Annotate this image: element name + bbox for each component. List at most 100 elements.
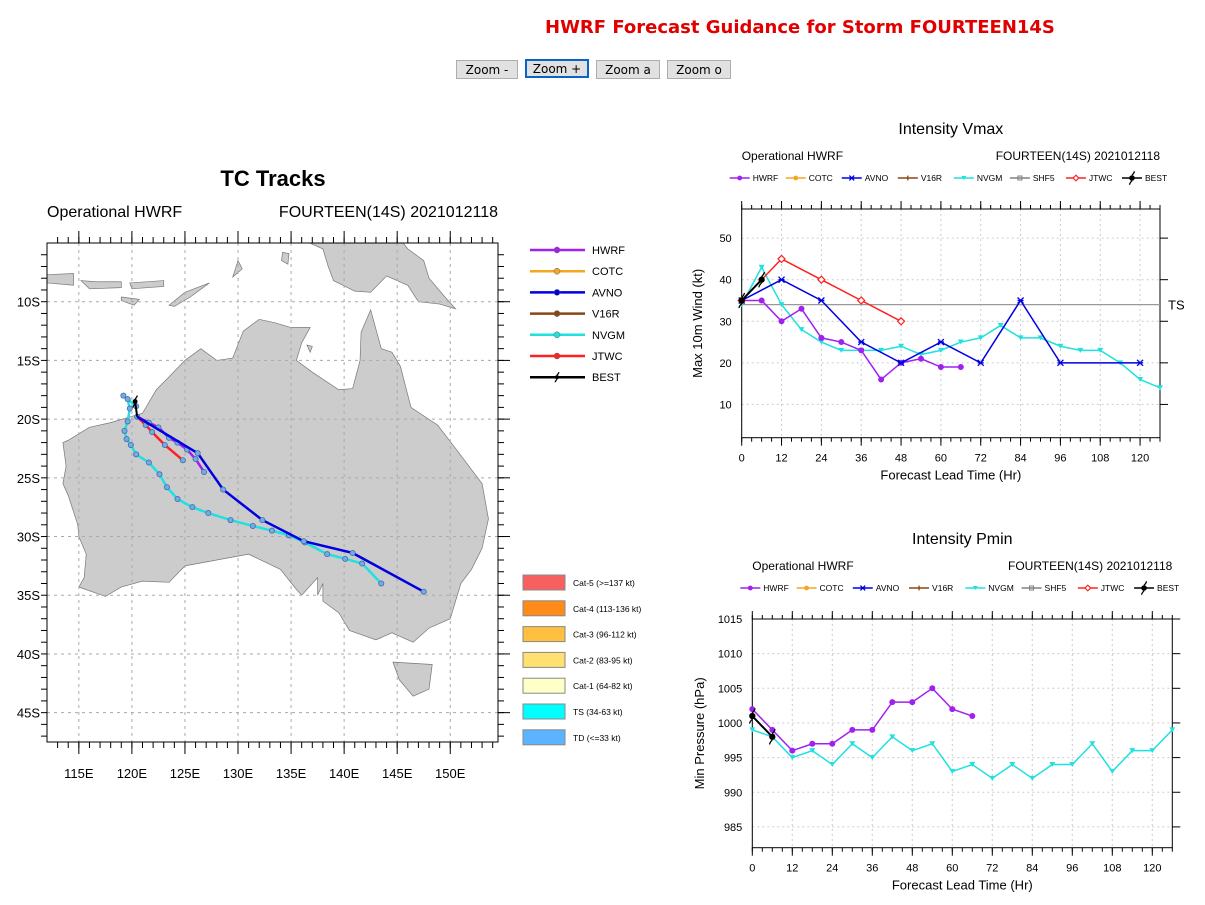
lon-tick-label: 115E (64, 766, 94, 781)
category-label: Cat-5 (>=137 kt) (573, 578, 635, 588)
hurricane-symbol-tail (554, 372, 560, 383)
track-point-jtwc (161, 441, 168, 448)
category-swatch (522, 677, 566, 694)
legend-label: SHF5 (1045, 583, 1067, 593)
legend-label: NVGM (988, 583, 1014, 593)
legend-label: V16R (592, 309, 620, 321)
y-axis-label: Max 10m Wind (kt) (690, 269, 705, 378)
x-tick-label: 48 (895, 453, 907, 465)
marker-nvgm (1109, 768, 1116, 774)
marker-avno (1056, 359, 1064, 367)
track-point-nvgm (174, 495, 181, 502)
lon-tick-label: 140E (329, 766, 360, 781)
zoom-in-button[interactable]: Zoom + (525, 59, 589, 78)
track-point-avno (259, 517, 266, 524)
track-point-avno (220, 486, 227, 493)
x-tick-label: 120 (1131, 453, 1149, 465)
x-tick-label: 48 (906, 863, 918, 875)
marker-avno (977, 359, 985, 367)
sumba-landmass (120, 296, 141, 306)
hurricane-symbol-tail (768, 729, 776, 745)
marker-avno (848, 175, 855, 181)
track-point-nvgm (342, 555, 349, 562)
track-point-nvgm (127, 441, 134, 448)
series-line-nvgm (752, 729, 1173, 780)
y-tick-label: 10 (719, 399, 731, 411)
marker-avno (817, 297, 825, 304)
timor-landmass (168, 282, 210, 307)
track-point-nvgm (205, 510, 212, 517)
hurricane-symbol-icon (132, 399, 138, 404)
legend-marker (553, 289, 561, 296)
category-label: Cat-2 (83-95 kt) (573, 655, 633, 665)
zoom-a-button[interactable]: Zoom a (596, 60, 660, 79)
marker-hwrf (909, 699, 916, 706)
zoom-o-button[interactable]: Zoom o (667, 60, 731, 79)
australia-landmass (62, 308, 489, 643)
zoom-out-button[interactable]: Zoom - (456, 60, 518, 79)
java-landmass (47, 273, 74, 286)
marker-nvgm (758, 264, 765, 270)
track-point-nvgm (249, 522, 256, 529)
hurricane-symbol-icon (769, 733, 776, 740)
marker-nvgm (898, 343, 905, 349)
marker-hwrf (937, 364, 944, 371)
marker-nvgm (1129, 748, 1136, 754)
intensity-vmax-chart: Intensity Vmax Operational HWRF FOURTEEN(1… (690, 121, 1185, 483)
track-point-nvgm (324, 551, 331, 558)
series-line-avno (741, 278, 1141, 364)
marker-jtwc (1072, 174, 1080, 182)
track-point-nvgm (145, 459, 152, 466)
marker-hwrf (829, 740, 836, 747)
lat-tick-label: 40S (17, 647, 40, 662)
page-title: HWRF Forecast Guidance for Storm FOURTEE… (545, 17, 1055, 38)
marker-nvgm (838, 347, 845, 353)
lat-tick-label: 10S (17, 295, 40, 310)
marker-cotc (793, 175, 799, 181)
hurricane-symbol-tail (758, 271, 765, 288)
ts-threshold-label: TS (1168, 298, 1185, 313)
marker-avno (897, 359, 905, 367)
hurricane-symbol-icon (758, 276, 765, 283)
legend-label: BEST (1145, 173, 1167, 183)
y-tick-label: 1005 (718, 683, 742, 695)
x-tick-label: 108 (1091, 453, 1109, 465)
y-axis-label: Min Pressure (hPa) (692, 677, 707, 789)
legend-marker (553, 310, 561, 317)
tasmania-landmass (392, 661, 433, 697)
hurricane-symbol-icon (749, 712, 756, 720)
marker-shf5 (1017, 175, 1023, 181)
hurricane-symbol-icon (1141, 585, 1147, 591)
marker-hwrf (917, 355, 924, 362)
y-tick-label: 1010 (718, 649, 742, 661)
legend-label: COTC (809, 173, 833, 183)
marker-jtwc (777, 254, 786, 264)
x-tick-label: 0 (739, 453, 745, 465)
track-point-jtwc (149, 429, 156, 436)
legend-label: AVNO (876, 583, 900, 593)
hurricane-symbol-tail (748, 708, 756, 724)
marker-hwrf (869, 726, 876, 733)
marker-nvgm (889, 734, 896, 740)
marker-hwrf (778, 318, 785, 325)
legend-label: JTWC (592, 351, 623, 363)
legend-label: JTWC (1089, 173, 1113, 183)
marker-nvgm (829, 762, 836, 768)
track-point-nvgm (156, 471, 163, 478)
series-line-hwrf (751, 687, 973, 752)
marker-nvgm (809, 748, 816, 754)
legend-label: BEST (592, 372, 621, 384)
marker-hwrf (929, 685, 936, 692)
marker-nvgm (1029, 775, 1036, 781)
track-point-nvgm (189, 504, 196, 511)
category-swatch (522, 729, 566, 746)
category-swatch (522, 626, 566, 643)
lat-tick-label: 30S (17, 530, 40, 545)
marker-nvgm (798, 327, 805, 333)
x-tick-label: 24 (815, 453, 827, 465)
marker-nvgm (1157, 385, 1163, 391)
hurricane-symbol-tail (1141, 581, 1148, 595)
marker-nvgm (929, 741, 936, 747)
marker-hwrf (818, 334, 825, 341)
legend-label: COTC (820, 583, 844, 593)
